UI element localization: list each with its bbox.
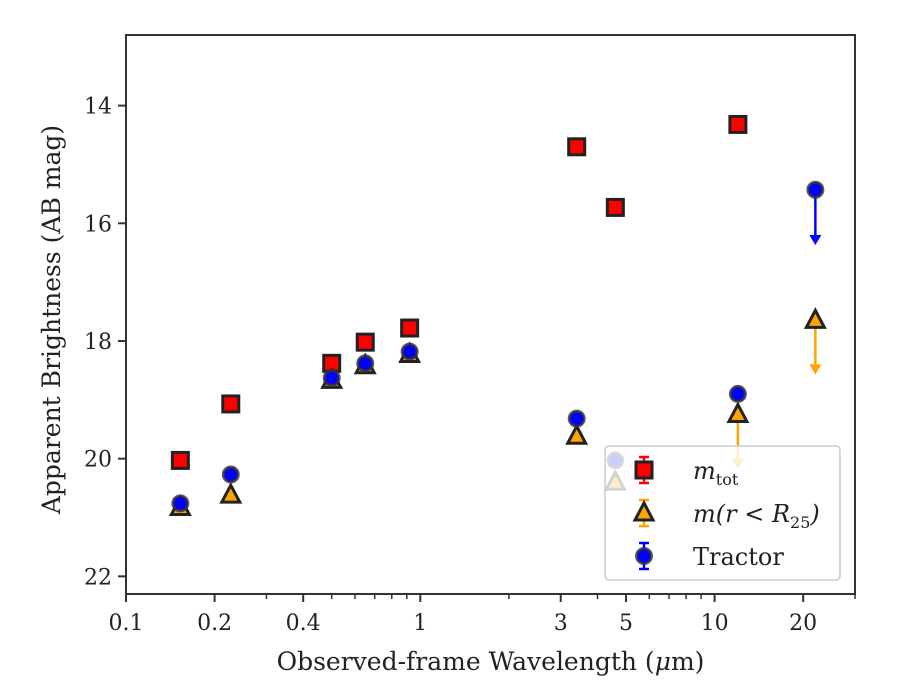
data-point xyxy=(356,354,375,373)
x-tick-label: 1 xyxy=(413,611,427,636)
arrow-head xyxy=(809,234,822,245)
legend-label-main: Tractor xyxy=(693,543,784,571)
triangle-marker xyxy=(803,307,827,329)
legend-item-mr25: m(r < R25) xyxy=(632,498,820,532)
x-tick-label: 5 xyxy=(619,611,633,636)
data-point xyxy=(355,332,375,352)
triangle-marker xyxy=(219,481,243,504)
square-marker xyxy=(634,460,654,480)
square-marker xyxy=(221,394,241,414)
square-marker xyxy=(567,137,587,157)
legend-marker xyxy=(635,547,653,565)
data-point xyxy=(400,342,419,361)
data-point xyxy=(726,401,750,424)
circle-marker xyxy=(728,384,747,403)
data-point xyxy=(221,465,240,484)
circle-marker xyxy=(567,409,586,428)
legend-marker xyxy=(632,499,656,522)
y-tick-label: 18 xyxy=(84,330,112,355)
plot-frame xyxy=(125,34,856,595)
legend-label-sub: tot xyxy=(716,470,739,489)
axes: 14 16 18 20 22 0.1 0.2 0.4 1 3 5 10 20 xyxy=(84,34,856,636)
x-axis-label-mu: μ xyxy=(655,647,671,676)
series-tractor xyxy=(171,180,825,513)
legend-label-sub: 25 xyxy=(790,513,810,532)
data-point xyxy=(803,307,827,329)
circle-marker xyxy=(806,180,825,199)
circle-marker xyxy=(635,547,653,565)
data-point xyxy=(170,450,190,470)
x-axis-label-unit: m) xyxy=(671,647,704,676)
legend-box xyxy=(604,445,841,581)
square-marker xyxy=(605,197,625,217)
square-marker xyxy=(728,114,748,134)
data-point xyxy=(400,318,420,338)
data-point xyxy=(322,369,341,388)
series-mtot xyxy=(170,114,748,470)
circle-marker xyxy=(171,494,190,513)
x-axis-label-text: Observed-frame Wavelength ( xyxy=(277,647,655,676)
x-tick-label: 0.2 xyxy=(197,611,232,636)
y-tick-label: 16 xyxy=(84,212,112,237)
square-marker xyxy=(400,318,420,338)
square-marker xyxy=(355,332,375,352)
data-point xyxy=(221,394,241,414)
legend-label-tail: ) xyxy=(809,500,819,528)
data-point xyxy=(219,481,243,504)
legend-label: Tractor xyxy=(693,543,784,571)
data-point xyxy=(806,180,825,199)
circle-marker xyxy=(356,354,375,373)
x-tick-label: 20 xyxy=(789,611,817,636)
data-point xyxy=(567,137,587,157)
triangle-marker xyxy=(632,499,656,522)
square-marker xyxy=(170,450,190,470)
circle-marker xyxy=(322,369,341,388)
triangle-marker xyxy=(726,401,750,424)
circle-marker xyxy=(221,465,240,484)
x-tick-label: 0.1 xyxy=(109,611,144,636)
x-tick-label: 0.4 xyxy=(286,611,321,636)
legend: mtot m(r < R25) Tractor xyxy=(604,445,841,581)
legend-label: mtot xyxy=(693,457,739,489)
legend-item-mtot: mtot xyxy=(634,455,739,489)
circle-marker xyxy=(400,342,419,361)
legend-label-main: m xyxy=(693,457,716,485)
y-tick-label: 20 xyxy=(84,448,112,473)
data-point xyxy=(171,494,190,513)
triangle-marker xyxy=(565,423,589,445)
data-point xyxy=(565,423,589,445)
data-point xyxy=(728,114,748,134)
legend-label-main: m(r < R xyxy=(693,500,790,528)
legend-item-tractor: Tractor xyxy=(635,541,784,571)
legend-marker xyxy=(634,460,654,480)
data-point xyxy=(567,409,586,428)
x-tick-label: 10 xyxy=(701,611,729,636)
arrow-head xyxy=(809,364,822,375)
y-tick-label: 14 xyxy=(84,95,112,120)
y-tick-label: 22 xyxy=(84,565,112,590)
y-axis-label: Apparent Brightness (AB mag) xyxy=(37,125,66,515)
data-point xyxy=(728,384,747,403)
data-point xyxy=(605,197,625,217)
x-tick-label: 3 xyxy=(554,611,568,636)
x-axis-label: Observed-frame Wavelength (μm) xyxy=(277,647,705,676)
legend-label: m(r < R25) xyxy=(693,500,820,532)
